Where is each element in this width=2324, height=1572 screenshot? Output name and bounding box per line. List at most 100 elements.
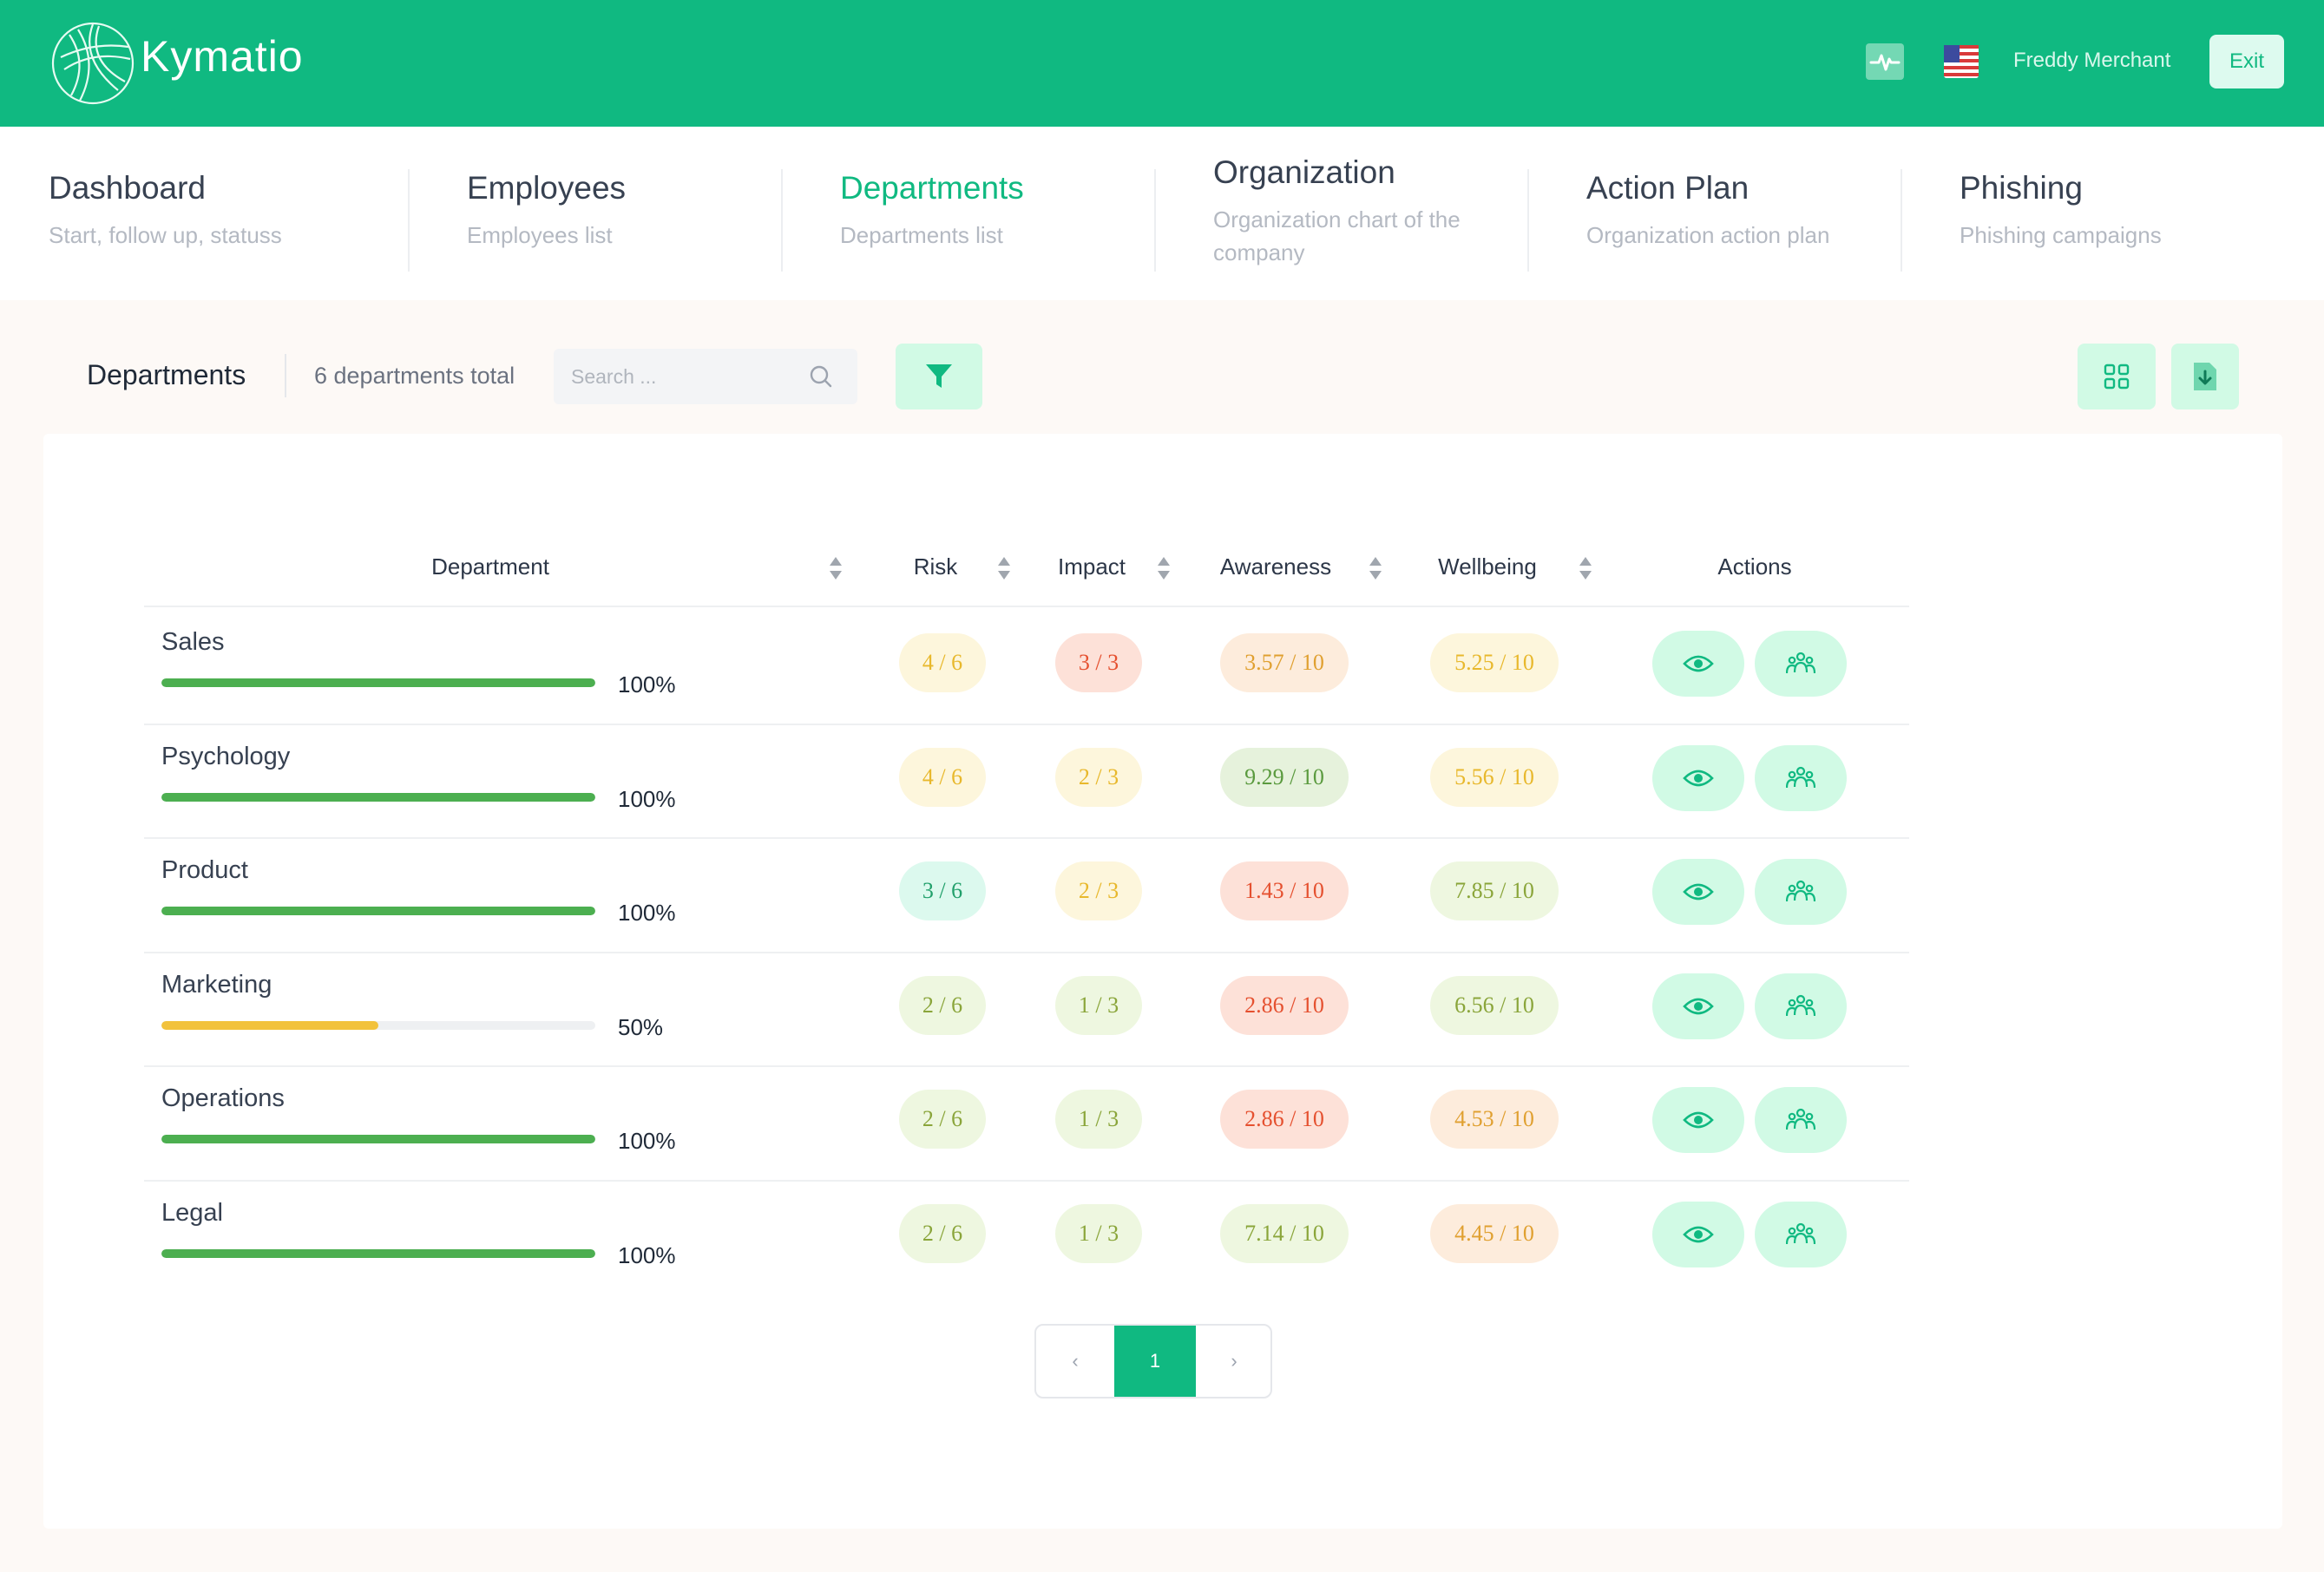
- progress-percent: 100%: [618, 785, 676, 812]
- search-input[interactable]: [554, 349, 857, 404]
- members-button[interactable]: [1755, 631, 1847, 697]
- filter-icon: [926, 364, 952, 388]
- nav-title: Dashboard: [49, 170, 207, 206]
- nav-subtitle: Start, follow up, statuss: [49, 222, 282, 248]
- progress-fill: [161, 907, 595, 915]
- progress-percent: 100%: [618, 671, 676, 698]
- members-button[interactable]: [1755, 859, 1847, 925]
- nav-divider: [1527, 169, 1529, 272]
- view-button[interactable]: [1652, 859, 1744, 925]
- wellbeing-badge: 4.53 / 10: [1430, 1090, 1559, 1149]
- grid-view-icon: [2104, 364, 2130, 390]
- department-name[interactable]: Psychology: [161, 742, 291, 770]
- group-people-icon: [1786, 1108, 1815, 1130]
- pagination-prev-button[interactable]: ‹: [1072, 1350, 1079, 1372]
- nav-item-phishing[interactable]: Phishing Phishing campaigns: [1960, 170, 2272, 252]
- awareness-badge: 2.86 / 10: [1220, 975, 1349, 1035]
- view-button[interactable]: [1652, 1087, 1744, 1153]
- nav-subtitle: Employees list: [467, 222, 613, 248]
- nav-subtitle: Phishing campaigns: [1960, 222, 2162, 248]
- nav-item-organization[interactable]: Organization Organization chart of the c…: [1213, 154, 1500, 269]
- sort-icon[interactable]: [1578, 555, 1593, 581]
- filter-button[interactable]: [896, 344, 982, 409]
- progress-bar: [161, 1020, 595, 1030]
- us-flag-icon[interactable]: [1944, 45, 1979, 78]
- row-divider: [144, 1179, 1909, 1182]
- progress-percent: 50%: [618, 1013, 664, 1040]
- group-people-icon: [1786, 994, 1815, 1016]
- view-eye-icon: [1683, 883, 1714, 901]
- awareness-badge: 7.14 / 10: [1220, 1203, 1349, 1263]
- view-button[interactable]: [1652, 744, 1744, 811]
- progress-bar: [161, 907, 595, 915]
- column-header-impact[interactable]: Impact: [1057, 553, 1126, 580]
- nav-divider: [781, 169, 783, 272]
- sort-icon[interactable]: [996, 555, 1012, 581]
- progress-percent: 100%: [618, 1128, 676, 1154]
- nav-item-dashboard[interactable]: Dashboard Start, follow up, statuss: [49, 170, 361, 252]
- progress-fill: [161, 1020, 378, 1030]
- user-name[interactable]: Freddy Merchant: [2013, 49, 2171, 72]
- department-name[interactable]: Legal: [161, 1198, 223, 1227]
- pagination-page-button[interactable]: 1: [1114, 1326, 1196, 1397]
- department-name[interactable]: Sales: [161, 628, 225, 656]
- search-icon[interactable]: [809, 364, 833, 389]
- column-header-department[interactable]: Department: [431, 553, 549, 580]
- view-button[interactable]: [1652, 973, 1744, 1039]
- risk-badge: 2 / 6: [899, 1203, 986, 1263]
- progress-bar: [161, 1135, 595, 1143]
- risk-badge: 2 / 6: [899, 1090, 986, 1149]
- toolbar-divider: [285, 354, 286, 397]
- members-button[interactable]: [1755, 973, 1847, 1039]
- grid-view-button[interactable]: [2078, 344, 2156, 409]
- risk-badge: 4 / 6: [899, 633, 986, 692]
- view-button[interactable]: [1652, 631, 1744, 697]
- nav-title: Employees: [467, 170, 627, 206]
- impact-badge: 1 / 3: [1055, 975, 1142, 1035]
- pagination: ‹ 1 ›: [1034, 1324, 1272, 1398]
- exit-button[interactable]: Exit: [2209, 35, 2284, 88]
- risk-badge: 4 / 6: [899, 747, 986, 807]
- progress-bar: [161, 1248, 595, 1258]
- nav-item-action-plan[interactable]: Action Plan Organization action plan: [1586, 170, 1899, 252]
- view-button[interactable]: [1652, 1201, 1744, 1267]
- impact-badge: 3 / 3: [1055, 633, 1142, 692]
- sort-icon[interactable]: [1368, 555, 1383, 581]
- progress-fill: [161, 678, 595, 687]
- activity-button[interactable]: [1866, 43, 1904, 80]
- pagination-next-button[interactable]: ›: [1231, 1350, 1237, 1372]
- group-people-icon: [1786, 1222, 1815, 1244]
- nav-title: Departments: [840, 170, 1024, 206]
- members-button[interactable]: [1755, 1087, 1847, 1153]
- nav-divider: [1901, 169, 1902, 272]
- kymatio-logo-icon[interactable]: [45, 16, 141, 111]
- column-header-wellbeing[interactable]: Wellbeing: [1438, 553, 1537, 580]
- brand-name: Kymatio: [141, 32, 304, 81]
- nav-divider: [1154, 169, 1156, 272]
- progress-fill: [161, 792, 595, 802]
- members-button[interactable]: [1755, 1201, 1847, 1267]
- column-header-risk[interactable]: Risk: [913, 553, 958, 580]
- nav-title: Action Plan: [1586, 170, 1750, 206]
- page-title: Departments: [87, 359, 246, 390]
- export-file-icon: [2194, 363, 2216, 390]
- awareness-badge: 3.57 / 10: [1220, 633, 1349, 692]
- nav-item-departments[interactable]: Departments Departments list: [840, 170, 1152, 252]
- impact-badge: 2 / 3: [1055, 861, 1142, 920]
- sort-icon[interactable]: [1156, 555, 1172, 581]
- nav-subtitle: Departments list: [840, 222, 1003, 248]
- column-header-awareness[interactable]: Awareness: [1219, 553, 1332, 580]
- department-name[interactable]: Product: [161, 856, 248, 884]
- export-button[interactable]: [2171, 344, 2239, 409]
- progress-bar: [161, 678, 595, 687]
- sort-icon[interactable]: [828, 555, 844, 581]
- awareness-badge: 1.43 / 10: [1220, 861, 1349, 920]
- wellbeing-badge: 5.25 / 10: [1430, 633, 1559, 692]
- progress-percent: 100%: [618, 900, 676, 926]
- awareness-badge: 9.29 / 10: [1220, 747, 1349, 807]
- nav-item-employees[interactable]: Employees Employees list: [467, 170, 779, 252]
- department-name[interactable]: Operations: [161, 1084, 285, 1112]
- impact-badge: 1 / 3: [1055, 1090, 1142, 1149]
- members-button[interactable]: [1755, 744, 1847, 811]
- department-name[interactable]: Marketing: [161, 970, 272, 999]
